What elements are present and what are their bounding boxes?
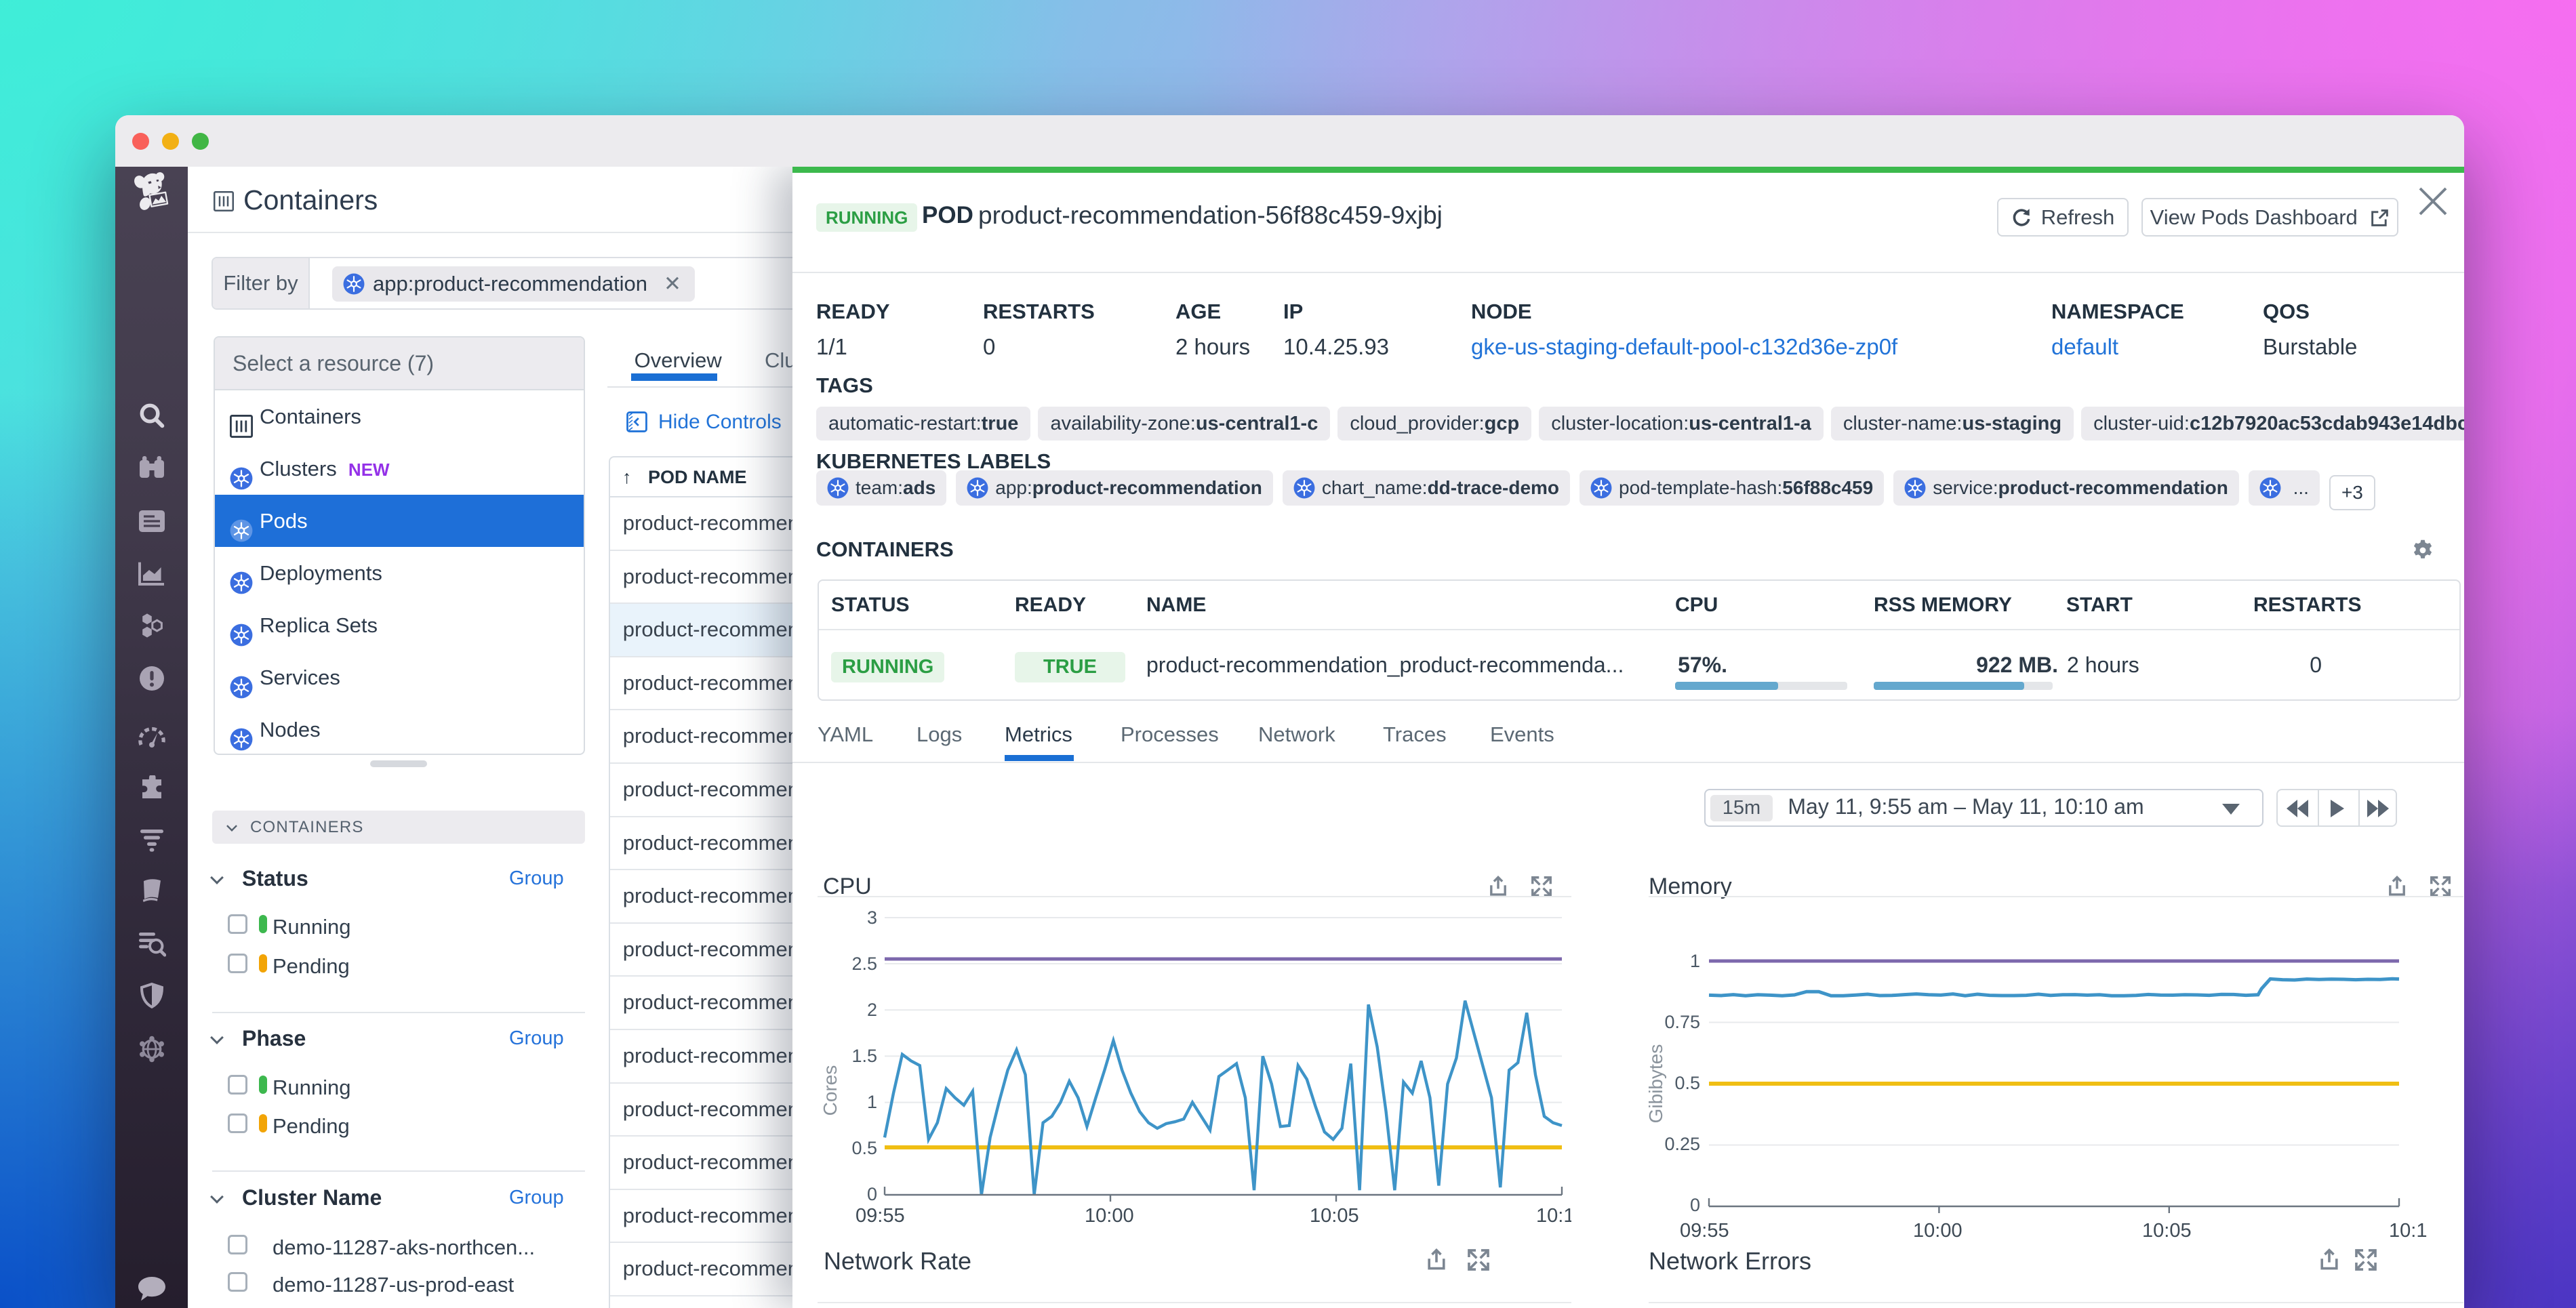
- svg-text:1.5: 1.5: [851, 1046, 877, 1066]
- svg-text:Gibibytes: Gibibytes: [1649, 1044, 1666, 1124]
- svg-text:1: 1: [867, 1092, 877, 1112]
- svg-text:09:55: 09:55: [1680, 1220, 1729, 1242]
- svg-text:0: 0: [1690, 1195, 1700, 1215]
- svg-text:10:10: 10:10: [2389, 1220, 2427, 1242]
- svg-text:10:10: 10:10: [1536, 1205, 1571, 1227]
- svg-text:10:05: 10:05: [1310, 1205, 1359, 1227]
- svg-text:0.75: 0.75: [1664, 1012, 1700, 1032]
- svg-text:0.25: 0.25: [1664, 1134, 1700, 1154]
- svg-text:3: 3: [867, 907, 877, 928]
- svg-text:10:05: 10:05: [2142, 1220, 2192, 1242]
- svg-text:2: 2: [867, 1000, 877, 1020]
- svg-text:Cores: Cores: [820, 1065, 841, 1116]
- svg-text:0: 0: [867, 1184, 877, 1204]
- svg-text:2.5: 2.5: [851, 954, 877, 974]
- svg-text:10:00: 10:00: [1085, 1205, 1134, 1227]
- svg-text:09:55: 09:55: [856, 1205, 905, 1227]
- svg-text:1: 1: [1690, 951, 1700, 971]
- svg-text:10:00: 10:00: [1913, 1220, 1963, 1242]
- svg-text:0.5: 0.5: [851, 1138, 877, 1158]
- svg-text:0.5: 0.5: [1674, 1073, 1700, 1093]
